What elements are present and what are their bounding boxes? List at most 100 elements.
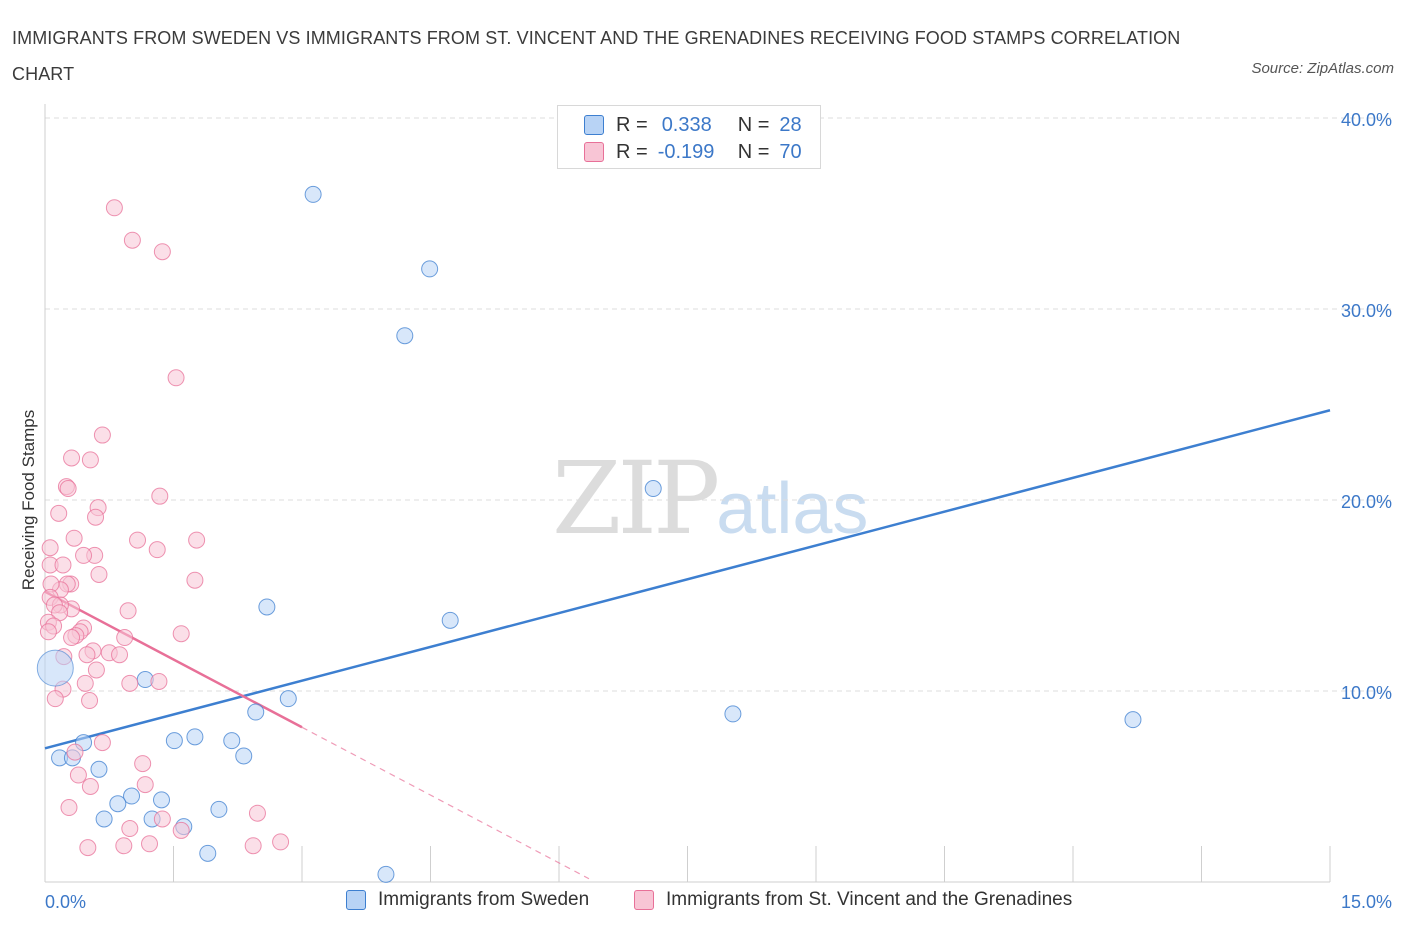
st-vincent-point	[93, 426, 111, 444]
st-vincent-point	[129, 531, 147, 549]
sweden-point	[247, 703, 265, 721]
legend-r-label: R =	[616, 140, 648, 163]
st-vincent-point	[63, 449, 81, 467]
st-vincent-point	[153, 810, 171, 828]
legend-swatch-pink	[584, 142, 604, 162]
st-vincent-point	[41, 539, 59, 557]
legend-n-value: 70	[779, 140, 802, 163]
legend-row-st-vincent: R = -0.199 N = 70	[584, 139, 802, 165]
watermark-zip: ZIP	[552, 440, 720, 557]
st-vincent-point	[87, 508, 105, 526]
st-vincent-point	[63, 629, 81, 647]
st-vincent-point	[46, 690, 64, 708]
st-vincent-point	[79, 839, 97, 857]
st-vincent-point	[39, 623, 57, 641]
bottom-legend-swatch-blue	[346, 890, 366, 910]
sweden-point	[235, 747, 253, 765]
sweden-point	[153, 791, 171, 809]
legend-r-label: R =	[616, 113, 648, 136]
bottom-legend-sweden: Immigrants from Sweden	[346, 889, 589, 911]
sweden-point-large	[36, 649, 74, 687]
st-vincent-point	[90, 565, 108, 583]
st-vincent-point	[59, 480, 77, 498]
y-tick-label: 30.0%	[1341, 301, 1392, 321]
st-vincent-point	[272, 833, 290, 851]
axes	[44, 104, 1331, 883]
x-tick-label-min: 0.0%	[45, 892, 86, 912]
y-tick-label: 20.0%	[1341, 492, 1392, 512]
st-vincent-point	[244, 837, 262, 855]
st-vincent-point	[150, 672, 168, 690]
legend-n-label: N =	[737, 113, 770, 136]
st-vincent-point	[65, 529, 83, 547]
sweden-point	[724, 705, 742, 723]
st-vincent-point	[78, 646, 96, 664]
sweden-point	[223, 732, 241, 750]
st-vincent-point	[148, 541, 166, 559]
st-vincent-point	[186, 571, 204, 589]
sweden-point	[279, 690, 297, 708]
st-vincent-point	[105, 199, 123, 217]
st-vincent-point	[116, 629, 134, 647]
chart-title: IMMIGRANTS FROM SWEDEN VS IMMIGRANTS FRO…	[12, 28, 1181, 84]
bottom-legend-label: Immigrants from St. Vincent and the Gren…	[666, 889, 1073, 910]
sweden-point	[123, 787, 141, 805]
watermark-atlas: atlas	[716, 469, 869, 549]
legend-n-value: 28	[779, 113, 802, 136]
st-vincent-point	[167, 369, 185, 387]
st-vincent-point	[153, 243, 171, 261]
st-vincent-point	[115, 837, 133, 855]
sweden-trend-line	[44, 409, 1331, 750]
st-vincent-point	[93, 734, 111, 752]
st-vincent-point	[69, 766, 87, 784]
bottom-legend-swatch-pink	[634, 890, 654, 910]
legend-row-sweden: R = 0.338 N = 28	[584, 112, 802, 138]
st-vincent-point	[134, 755, 152, 773]
st-vincent-point	[136, 776, 154, 794]
sweden-point	[258, 598, 276, 616]
grid-lines	[45, 117, 1392, 692]
y-tick-label: 40.0%	[1341, 110, 1392, 130]
st-vincent-point	[121, 820, 139, 838]
legend-n-label: N =	[737, 140, 770, 163]
sweden-point	[95, 810, 113, 828]
axis-labels: 10.0% 20.0% 30.0% 40.0% 0.0% 15.0% Receiving F…	[19, 110, 1392, 912]
y-tick-label: 10.0%	[1341, 683, 1392, 703]
sweden-point	[165, 732, 183, 750]
st-vincent-point	[66, 743, 84, 761]
y-axis-title: Receiving Food Stamps	[19, 410, 38, 590]
correlation-legend: R = 0.338 N = 28 R = -0.199 N = 70	[557, 105, 821, 169]
legend-swatch-blue	[584, 115, 604, 135]
st-vincent-point	[60, 799, 78, 817]
sweden-point	[1124, 711, 1142, 729]
st-vincent-point	[81, 778, 99, 795]
bottom-legend-st-vincent: Immigrants from St. Vincent and the Gren…	[634, 889, 1072, 911]
st-vincent-point	[123, 231, 141, 249]
trend-lines	[44, 409, 1331, 880]
sweden-point	[186, 728, 204, 746]
st-vincent-point	[111, 646, 129, 664]
st-vincent-point	[141, 835, 159, 853]
sweden-point	[644, 480, 662, 498]
sweden-point	[199, 844, 217, 862]
bottom-legend-label: Immigrants from Sweden	[378, 889, 590, 910]
sweden-point	[210, 800, 228, 818]
sweden-point	[441, 611, 459, 629]
sweden-point	[396, 327, 414, 345]
st-vincent-point	[188, 531, 206, 549]
st-vincent-point	[81, 451, 99, 469]
sweden-point	[421, 260, 439, 278]
st-vincent-point	[50, 504, 68, 522]
st-vincent-point	[75, 546, 93, 564]
st-vincent-trend-extension	[301, 726, 590, 880]
st-vincent-point	[172, 821, 190, 839]
source-label: Source: ZipAtlas.com	[1251, 60, 1394, 77]
watermark: ZIPatlas	[552, 440, 868, 557]
st-vincent-point	[121, 674, 139, 692]
st-vincent-point	[248, 804, 266, 822]
sweden-point	[377, 865, 395, 883]
st-vincent-point	[87, 661, 105, 679]
legend-r-value: 0.338	[661, 113, 712, 136]
st-vincent-point	[76, 674, 94, 692]
